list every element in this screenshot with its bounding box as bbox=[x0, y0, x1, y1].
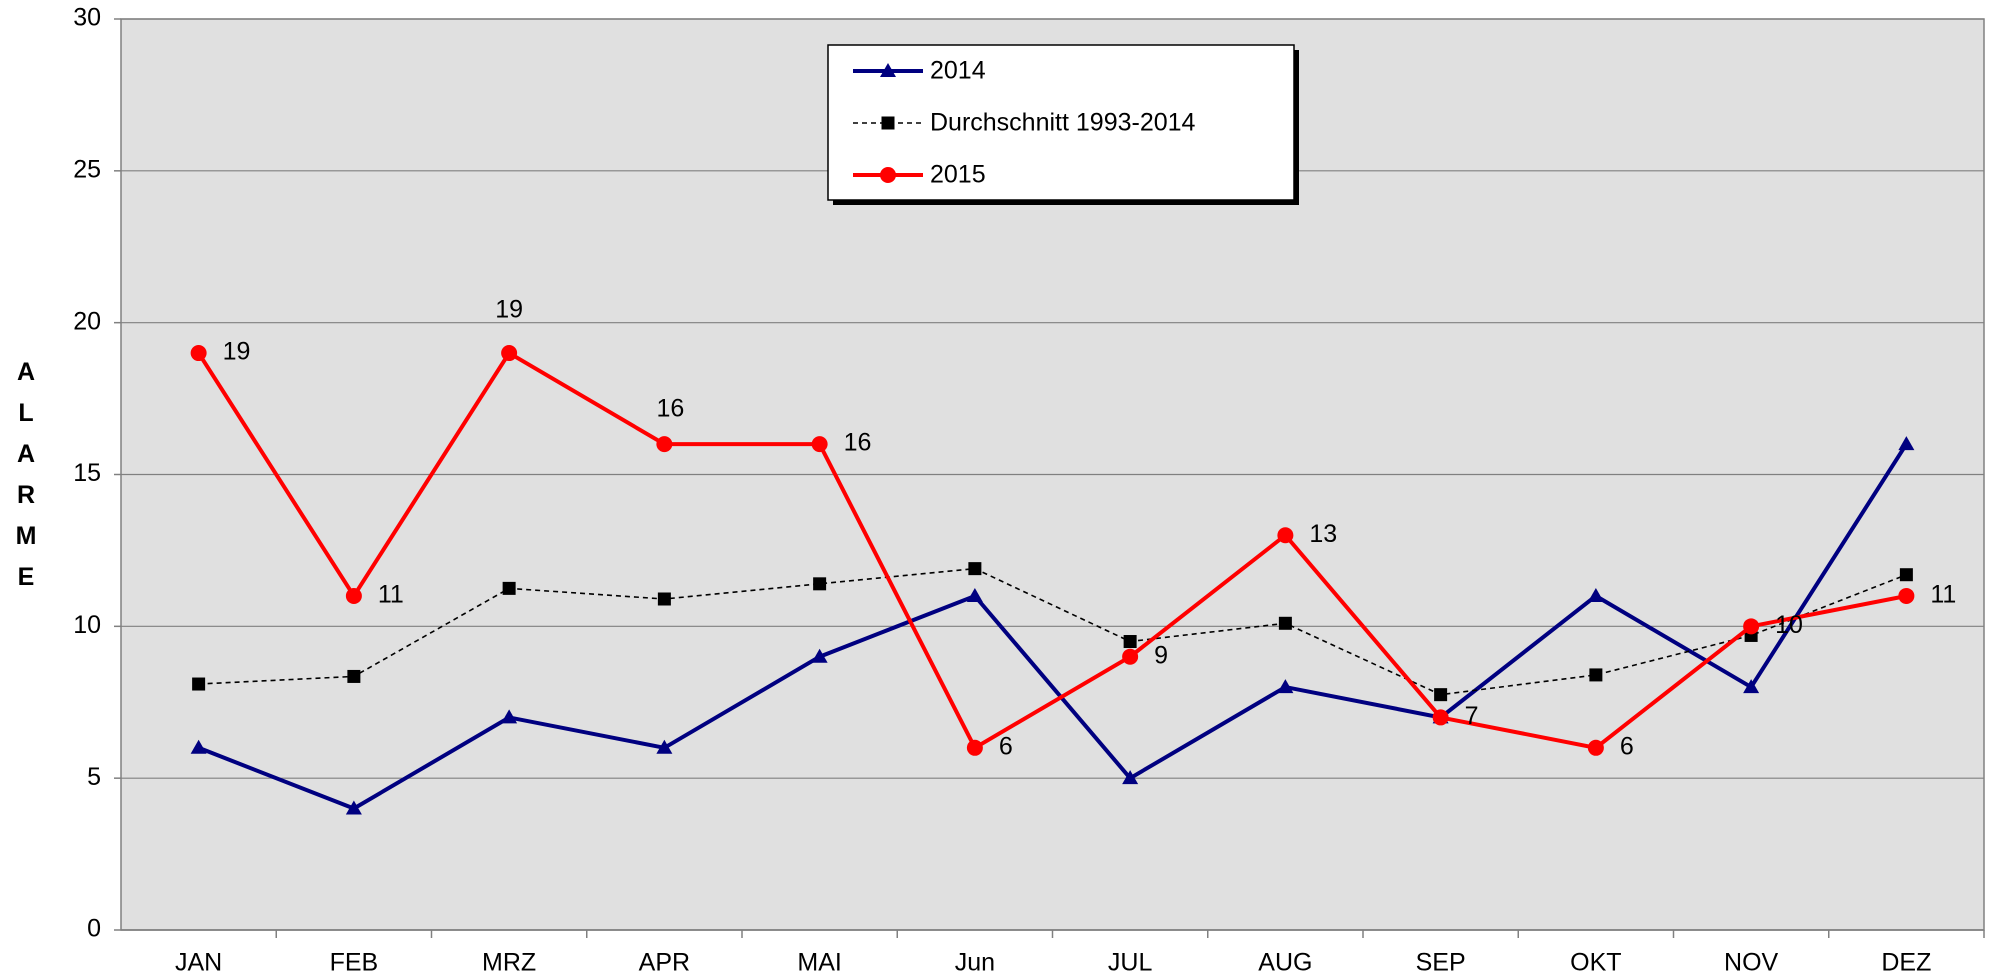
point bbox=[1277, 679, 1294, 694]
point bbox=[1743, 618, 1760, 635]
data-label: 16 bbox=[656, 395, 684, 423]
x-tick-label: MAI bbox=[797, 949, 841, 977]
legend-marker bbox=[880, 63, 896, 77]
point bbox=[190, 739, 207, 754]
point bbox=[1587, 739, 1604, 756]
data-label: 19 bbox=[223, 338, 251, 366]
x-tick-label: APR bbox=[639, 949, 690, 977]
point bbox=[1123, 635, 1137, 649]
point bbox=[501, 709, 518, 724]
point bbox=[345, 800, 362, 815]
legend-label: 2014 bbox=[930, 57, 986, 85]
y-tick-label: 5 bbox=[87, 763, 101, 791]
data-label: 6 bbox=[999, 732, 1013, 760]
y-tick-label: 0 bbox=[87, 915, 101, 943]
series bbox=[192, 562, 1913, 702]
point bbox=[192, 677, 206, 691]
point bbox=[966, 587, 983, 602]
legend-label: Durchschnitt 1993-2014 bbox=[930, 109, 1196, 137]
y-tick-label: 25 bbox=[73, 155, 101, 183]
point bbox=[1277, 527, 1294, 544]
point bbox=[345, 587, 362, 604]
point bbox=[813, 577, 827, 591]
point bbox=[811, 648, 828, 663]
point bbox=[1122, 770, 1139, 785]
y-tick-label: 10 bbox=[73, 611, 101, 639]
point bbox=[1432, 709, 1449, 726]
series bbox=[190, 345, 1915, 756]
data-label: 6 bbox=[1620, 732, 1634, 760]
y-tick-label: 15 bbox=[73, 459, 101, 487]
data-label: 11 bbox=[378, 581, 404, 609]
point bbox=[657, 592, 671, 606]
point bbox=[190, 345, 207, 362]
point bbox=[966, 739, 983, 756]
point bbox=[501, 345, 518, 362]
data-label: 13 bbox=[1309, 520, 1337, 548]
point bbox=[1898, 587, 1915, 604]
series-line bbox=[197, 443, 1909, 811]
point bbox=[1589, 668, 1603, 682]
data-label: 7 bbox=[1465, 702, 1479, 730]
x-tick-label: MRZ bbox=[482, 949, 536, 977]
x-tick-label: DEZ bbox=[1881, 949, 1931, 977]
data-label: 10 bbox=[1775, 611, 1803, 639]
x-tick-label: NOV bbox=[1724, 949, 1779, 977]
x-tick-label: JAN bbox=[175, 949, 222, 977]
point bbox=[656, 436, 673, 453]
data-label: 11 bbox=[1930, 581, 1956, 609]
x-tick-label: SEP bbox=[1416, 949, 1466, 977]
y-tick-label: 30 bbox=[73, 4, 101, 32]
x-tick-label: Jun bbox=[955, 949, 995, 977]
legend-marker bbox=[880, 167, 896, 183]
legend-marker bbox=[881, 116, 895, 130]
data-label: 9 bbox=[1154, 641, 1168, 669]
y-tick-label: 20 bbox=[73, 307, 101, 335]
data-label: 16 bbox=[844, 429, 872, 457]
legend-label: 2015 bbox=[930, 161, 986, 189]
point bbox=[1743, 679, 1760, 694]
point bbox=[968, 562, 982, 576]
point bbox=[656, 739, 673, 754]
x-tick-label: OKT bbox=[1570, 949, 1621, 977]
data-label: 19 bbox=[495, 296, 523, 324]
point bbox=[1278, 616, 1292, 630]
point bbox=[1122, 648, 1139, 665]
point bbox=[1898, 436, 1915, 451]
x-tick-label: AUG bbox=[1258, 949, 1312, 977]
series-line bbox=[196, 350, 1907, 751]
point bbox=[811, 436, 828, 453]
point bbox=[1899, 568, 1913, 582]
x-tick-label: FEB bbox=[330, 949, 379, 977]
point bbox=[347, 669, 361, 683]
point bbox=[502, 581, 516, 595]
point bbox=[1434, 688, 1448, 702]
x-tick-label: JUL bbox=[1108, 949, 1153, 977]
point bbox=[1587, 587, 1604, 602]
